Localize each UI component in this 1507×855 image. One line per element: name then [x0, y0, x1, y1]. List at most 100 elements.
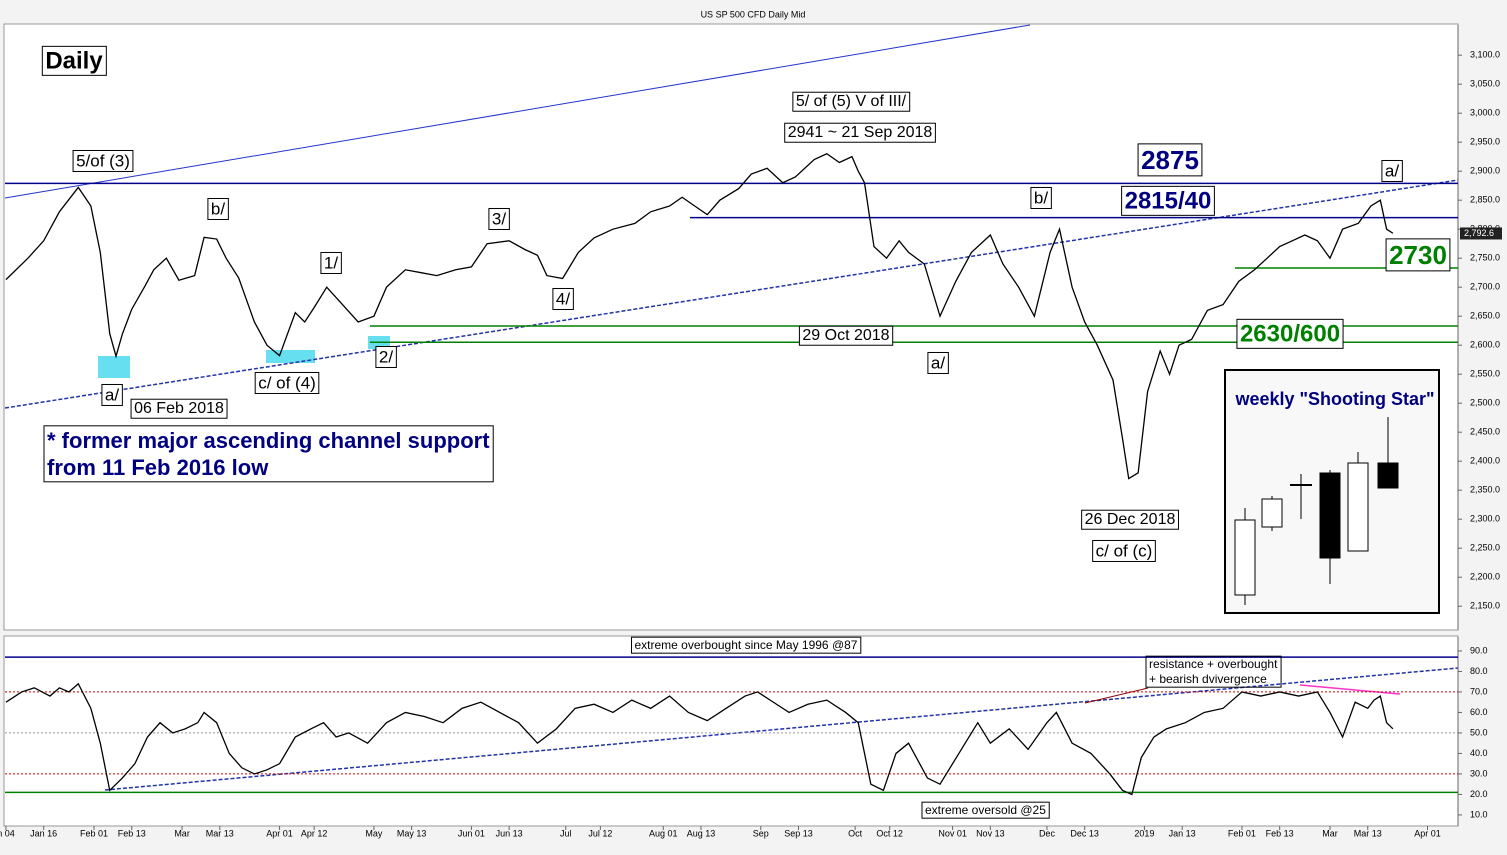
x-tick-label: 2019	[1134, 828, 1154, 838]
annotation-box	[1385, 238, 1451, 272]
chart-title: US SP 500 CFD Daily Mid	[701, 9, 806, 19]
x-tick-label: Apr 12	[301, 828, 328, 838]
y-tick-label: 40.0	[1470, 748, 1488, 758]
annotation-box	[375, 345, 397, 368]
connector	[1084, 687, 1149, 704]
annotation-box	[43, 425, 494, 483]
x-tick-label: Nov 13	[976, 828, 1005, 838]
annotation: from 11 Feb 2016 low	[47, 455, 269, 480]
y-tick-label: 60.0	[1470, 707, 1488, 717]
last-value-label: 2,792.6	[1464, 228, 1494, 238]
annotation: a/	[931, 353, 945, 372]
annotation: 5/ of (5) V of III/	[796, 93, 907, 110]
annotation: 2630/600	[1240, 320, 1340, 347]
divergence-line	[1299, 684, 1401, 695]
y-tick-label: 2,400.0	[1470, 456, 1500, 466]
annotation: b/	[1034, 188, 1048, 207]
x-tick-label: Mar	[174, 828, 190, 838]
x-tick-label: Jun 13	[496, 828, 523, 838]
annotation: 1/	[324, 253, 338, 272]
x-tick-label: Jun 01	[458, 828, 485, 838]
y-tick-label: 30.0	[1470, 768, 1488, 778]
annotation-box	[1121, 185, 1215, 216]
x-tick-label: Jan 16	[30, 828, 57, 838]
annotation: a/	[1385, 161, 1399, 180]
annotation: 2/	[379, 347, 393, 366]
x-tick-label: May	[365, 828, 383, 838]
annotation: 26 Dec 2018	[1085, 511, 1176, 528]
rsi-panel	[3, 635, 1459, 827]
annotation-box	[921, 801, 1050, 819]
y-tick-label: 2,300.0	[1470, 514, 1500, 524]
annotation: 3/	[492, 209, 506, 228]
y-tick-label: 2,850.0	[1470, 195, 1500, 205]
annotation: Daily	[45, 47, 103, 74]
annotation-box	[130, 398, 228, 419]
annotation-box	[1381, 159, 1403, 182]
y-tick-label: 2,950.0	[1470, 137, 1500, 147]
x-tick-label: Apr 01	[1414, 828, 1441, 838]
annotation-box	[1145, 655, 1282, 688]
annotation-box	[784, 122, 936, 143]
x-tick-label: Aug 01	[649, 828, 678, 838]
annotation-box	[1081, 509, 1179, 530]
annotation-box	[1092, 539, 1156, 562]
annotation-box	[320, 251, 342, 274]
x-tick-label: May 13	[397, 828, 427, 838]
annotation-box	[101, 383, 123, 406]
x-tick-label: Jan 13	[1169, 828, 1196, 838]
x-tick-label: Jul	[560, 828, 572, 838]
y-tick-label: 2,500.0	[1470, 398, 1500, 408]
y-tick-label: 2,600.0	[1470, 340, 1500, 350]
y-tick-label: 70.0	[1470, 686, 1488, 696]
annotation: 2875	[1141, 145, 1199, 175]
annotation: extreme oversold @25	[925, 803, 1046, 817]
x-tick-label: Aug 13	[687, 828, 716, 838]
annotation-box	[631, 636, 862, 654]
annotation: 2730	[1389, 240, 1447, 270]
y-tick-label: 2,350.0	[1470, 485, 1500, 495]
annotation: + bearish dvivergence	[1149, 672, 1267, 686]
x-tick-label: Mar 13	[206, 828, 234, 838]
annotation-box	[254, 371, 320, 394]
annotation-box	[488, 207, 510, 230]
y-tick-label: 2,250.0	[1470, 543, 1500, 553]
y-tick-label: 2,200.0	[1470, 572, 1500, 582]
inset	[1224, 369, 1440, 614]
annotation: 2815/40	[1125, 187, 1212, 214]
x-tick-label: Jul 12	[588, 828, 612, 838]
price-line	[5, 153, 1394, 480]
annotation-box	[1236, 318, 1344, 349]
last-value-box	[1460, 227, 1502, 240]
annotation-box	[1137, 143, 1203, 177]
annotation-box	[798, 325, 894, 346]
x-tick-label: Sep	[753, 828, 769, 838]
y-tick-label: 80.0	[1470, 666, 1488, 676]
x-tick-label: Feb 01	[80, 828, 108, 838]
y-tick-label: 2,550.0	[1470, 369, 1500, 379]
price-panel	[3, 23, 1459, 631]
x-tick-label: Feb 01	[1228, 828, 1256, 838]
y-tick-label: 20.0	[1470, 789, 1488, 799]
annotation: a/	[105, 385, 119, 404]
annotation: extreme overbought since May 1996 @87	[635, 638, 858, 652]
annotation-box	[1030, 186, 1052, 209]
annotation: 2941 ~ 21 Sep 2018	[788, 124, 933, 141]
candles	[1234, 417, 1399, 605]
y-tick-label: 2,450.0	[1470, 427, 1500, 437]
y-tick-label: 50.0	[1470, 727, 1488, 737]
annotation: 06 Feb 2018	[134, 400, 224, 417]
y-tick-label: 2,700.0	[1470, 282, 1500, 292]
x-tick-label: Feb 13	[118, 828, 146, 838]
y-tick-label: 2,750.0	[1470, 253, 1500, 263]
x-tick-label: Oct 12	[876, 828, 903, 838]
channel-line	[4, 24, 1031, 199]
y-tick-label: 2,900.0	[1470, 166, 1500, 176]
y-tick-label: 2,150.0	[1470, 601, 1500, 611]
x-tick-label: Nov 01	[938, 828, 967, 838]
annotation-box	[927, 351, 949, 374]
x-tick-label: Oct	[848, 828, 863, 838]
annotation: 4/	[556, 289, 570, 308]
annotation: c/ of (4)	[258, 373, 316, 392]
